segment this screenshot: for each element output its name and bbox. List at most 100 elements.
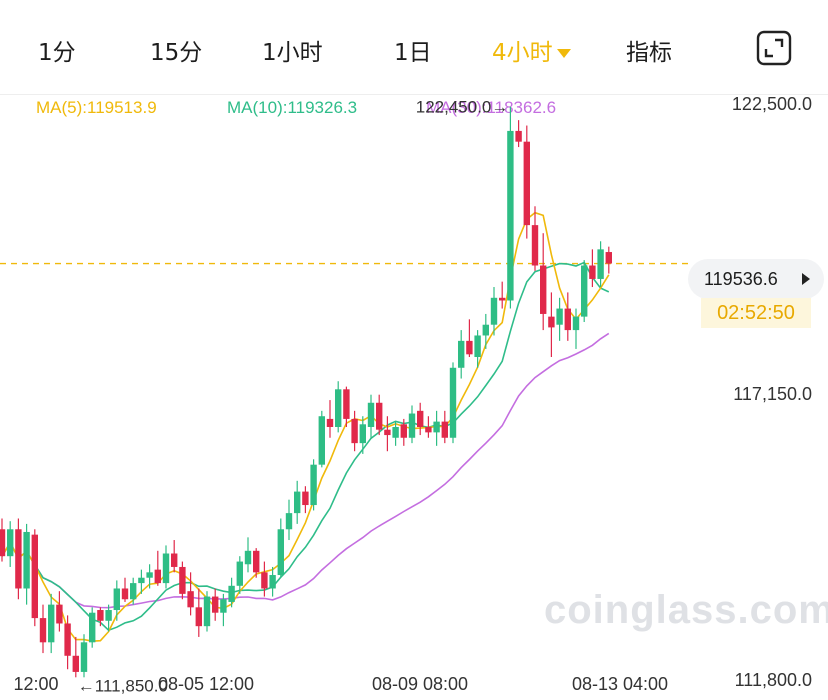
ma30-line (1, 332, 610, 609)
candle-body (138, 577, 145, 584)
high-annotation: 122,450.0→ (416, 98, 509, 117)
candle-body (0, 529, 6, 557)
ma-legend: MA(5):119513.9 MA(10):119326.3 MA(30):11… (0, 98, 700, 122)
ma5-line (1, 211, 610, 643)
candle-body (228, 585, 235, 602)
candle-body (523, 141, 530, 226)
candle-body (89, 612, 96, 643)
tab-4h[interactable]: 4小时 (492, 33, 571, 67)
candle-body (441, 421, 448, 438)
candle-body (203, 596, 211, 627)
candle-body (376, 402, 383, 430)
candle-body (269, 575, 276, 589)
candle-body (244, 550, 252, 565)
candle-body (408, 413, 416, 438)
candle-body (367, 402, 375, 427)
candle-body (343, 389, 350, 419)
chevron-down-icon (556, 49, 571, 58)
candle-body (220, 599, 227, 613)
candle-body (482, 324, 489, 336)
candle-body (302, 491, 309, 506)
low-annotation: ←111,850.0 (78, 676, 168, 695)
candle-body (23, 531, 30, 589)
candle-body (146, 572, 153, 578)
candle-body (433, 421, 440, 433)
candle-body (15, 529, 22, 589)
current-price-box[interactable]: 119536.6 (688, 259, 824, 299)
candle-body (212, 596, 219, 613)
tab-indicators[interactable]: 指标 (626, 40, 672, 66)
candle-body (507, 130, 514, 301)
tab-4h-label: 4小时 (492, 40, 553, 66)
candle-body (294, 491, 301, 514)
candle-body (7, 529, 14, 557)
candle-body (261, 572, 268, 589)
candle-body (105, 610, 112, 621)
y-tick-label: 111,800.0 (735, 670, 812, 690)
ma30-label: MA(30):118362.6 (426, 98, 557, 117)
candle-body (80, 642, 88, 672)
candle-body (384, 429, 391, 436)
y-tick-label: 117,150.0 (733, 384, 812, 404)
tab-1h[interactable]: 1小时 (262, 40, 323, 66)
candle-body (31, 534, 38, 619)
x-tick-label: 08-13 04:00 (572, 674, 668, 694)
candle-body (400, 424, 407, 438)
candle-body (318, 416, 325, 465)
candle-body (490, 297, 498, 325)
ma10-line (1, 261, 610, 632)
candle-body (187, 591, 194, 608)
candle-body (277, 529, 284, 576)
candle-body (171, 553, 178, 567)
candle-body (359, 424, 366, 444)
timeframe-tabs: 1分 15分 1小时 1日 4小时 指标 (0, 0, 828, 96)
candle-body (466, 340, 473, 355)
candle-body (572, 316, 580, 331)
candle-body (130, 583, 137, 600)
candle-body (564, 308, 571, 331)
candle-body (589, 265, 596, 279)
candle-body (597, 249, 604, 279)
candle-body (236, 561, 243, 586)
candle-body (499, 297, 506, 301)
tab-1d[interactable]: 1日 (394, 40, 432, 66)
x-tick-label: 12:00 (13, 674, 58, 694)
candle-body (162, 553, 170, 584)
candle-body (113, 588, 120, 611)
y-tick-label: 122,500.0 (732, 94, 812, 114)
candle-body (64, 623, 71, 656)
candle-body (326, 418, 334, 427)
x-tick-label: 08-05 12:00 (158, 674, 254, 694)
fullscreen-icon[interactable] (756, 30, 792, 66)
candle-body (540, 265, 547, 314)
candle-body (449, 367, 457, 438)
tab-1m[interactable]: 1分 (38, 40, 76, 66)
candle-body (417, 410, 424, 427)
tab-15m[interactable]: 15分 (150, 40, 203, 66)
candle-body (548, 316, 555, 328)
candle-body (351, 418, 358, 444)
candle-body (531, 225, 539, 266)
candle-body (556, 308, 563, 325)
header-divider (0, 94, 828, 95)
candle-body (253, 550, 260, 573)
candle-body (195, 607, 202, 627)
ma5-label: MA(5):119513.9 (36, 98, 157, 117)
candle-body (310, 464, 317, 506)
candle-body (605, 252, 612, 264)
candle-body (48, 604, 55, 643)
play-icon (802, 273, 810, 285)
candle-body (425, 426, 432, 433)
candle-body (581, 265, 588, 317)
candle-countdown: 02:52:50 (701, 298, 811, 328)
candle-body (179, 566, 186, 594)
candle-body (474, 335, 481, 358)
candle-body (56, 604, 63, 624)
candle-body (458, 340, 465, 368)
candle-body (285, 513, 293, 530)
candle-body (97, 610, 104, 621)
candle-body (121, 588, 129, 600)
watermark: coinglass.com (544, 588, 828, 632)
candle-body (335, 389, 342, 427)
